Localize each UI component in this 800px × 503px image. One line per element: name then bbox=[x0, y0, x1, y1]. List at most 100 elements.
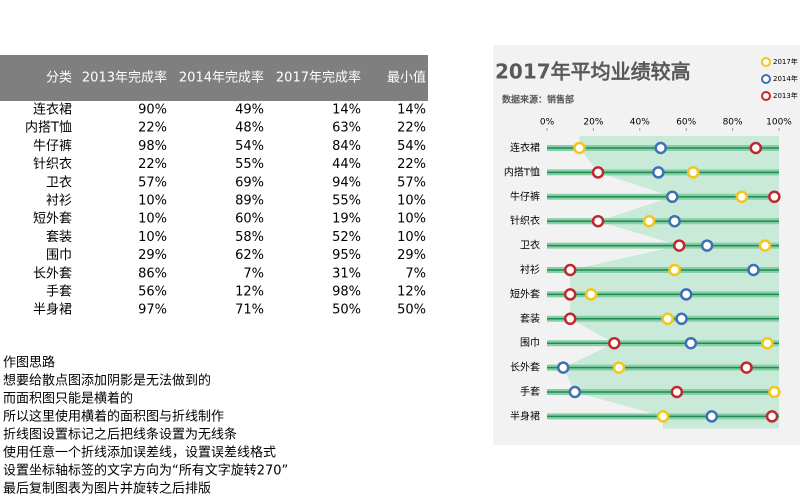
table-cell: 7% bbox=[243, 266, 264, 281]
table-cell: 22% bbox=[138, 157, 167, 172]
legend-label: 2014年 bbox=[773, 74, 798, 83]
y-tick-label: 短外套 bbox=[510, 287, 540, 300]
table-cell: 连衣裙 bbox=[33, 102, 72, 118]
table-cell: 长外套 bbox=[33, 265, 72, 281]
table-cell: 10% bbox=[138, 212, 167, 227]
note-line: 最后复制图表为图片并旋转之后排版 bbox=[3, 482, 211, 497]
x-tick-label: 0% bbox=[540, 118, 555, 128]
table-cell: 12% bbox=[235, 285, 264, 300]
table-cell: 90% bbox=[138, 103, 167, 118]
y-tick-label: 半身裙 bbox=[510, 409, 540, 422]
table-cell: 62% bbox=[235, 248, 264, 263]
table-cell: 半身裙 bbox=[33, 302, 72, 318]
table-cell: 60% bbox=[235, 212, 264, 227]
y-tick-label: 内搭T恤 bbox=[504, 165, 540, 178]
y-tick-label: 牛仔裤 bbox=[510, 190, 540, 203]
dot bbox=[563, 312, 577, 326]
y-tick-label: 连衣裙 bbox=[510, 141, 540, 154]
dot bbox=[563, 263, 577, 277]
table-header-cell: 最小值 bbox=[387, 70, 426, 86]
table-cell: 14% bbox=[397, 103, 426, 118]
table-header-cell: 分类 bbox=[46, 71, 72, 86]
table-cell: 22% bbox=[397, 157, 426, 172]
dot bbox=[668, 214, 681, 228]
table-cell: 54% bbox=[397, 139, 426, 154]
table-cell: 12% bbox=[397, 285, 426, 300]
table-cell: 牛仔裤 bbox=[33, 139, 72, 154]
dot bbox=[700, 239, 714, 252]
legend-marker bbox=[761, 74, 771, 84]
table-cell: 29% bbox=[397, 248, 426, 263]
table-cell: 56% bbox=[138, 285, 167, 300]
note-line: 使用任意一个折线添加误差线，设置误差线格式 bbox=[3, 445, 276, 461]
dot bbox=[654, 141, 667, 155]
note-line: 想要给散点图添加阴影是无法做到的 bbox=[3, 373, 211, 389]
dot bbox=[705, 410, 718, 423]
y-tick-label: 手套 bbox=[520, 385, 540, 398]
table-cell: 71% bbox=[235, 303, 264, 318]
table-cell: 卫衣 bbox=[46, 174, 72, 190]
table-cell: 57% bbox=[138, 175, 167, 190]
table-cell: 50% bbox=[332, 303, 361, 318]
legend-label: 2013年 bbox=[773, 91, 798, 100]
table-cell: 内搭T恤 bbox=[25, 120, 72, 136]
x-tick-label: 100% bbox=[766, 118, 792, 128]
table-cell: 86% bbox=[138, 266, 167, 281]
dot bbox=[740, 361, 753, 374]
table-cell: 84% bbox=[332, 139, 361, 154]
table-cell: 55% bbox=[332, 194, 361, 209]
dot bbox=[684, 336, 698, 350]
table-cell: 10% bbox=[138, 230, 167, 245]
table-cell: 50% bbox=[397, 303, 426, 318]
table-cell: 54% bbox=[235, 139, 264, 154]
legend-label: 2017年 bbox=[773, 57, 798, 66]
y-tick-label: 衬衫 bbox=[520, 263, 540, 276]
dot bbox=[768, 190, 781, 204]
table-cell: 98% bbox=[138, 139, 167, 154]
dot bbox=[652, 166, 665, 179]
legend-marker bbox=[761, 57, 771, 67]
chart-title: 2017年平均业绩较高 bbox=[495, 60, 691, 84]
table-cell: 94% bbox=[332, 175, 361, 190]
dot bbox=[765, 410, 779, 423]
table-cell: 22% bbox=[138, 121, 167, 136]
table-cell: 短外套 bbox=[33, 211, 72, 227]
table-cell: 48% bbox=[235, 121, 264, 136]
dot bbox=[670, 385, 684, 399]
dot bbox=[556, 361, 570, 374]
table-cell: 44% bbox=[332, 157, 361, 172]
dot bbox=[591, 214, 605, 228]
dot bbox=[735, 190, 749, 204]
table-cell: 55% bbox=[235, 157, 264, 172]
legend-marker bbox=[761, 91, 771, 101]
table-cell: 14% bbox=[332, 103, 361, 118]
table-cell: 57% bbox=[397, 175, 426, 190]
dot bbox=[675, 312, 688, 326]
dot bbox=[686, 166, 700, 179]
note-line: 折线图设置标记之后把线条设置为无线条 bbox=[3, 427, 237, 443]
chart-subtitle: 数据来源：销售部 bbox=[502, 94, 574, 106]
table-cell: 衬衫 bbox=[46, 194, 72, 209]
y-tick-label: 长外套 bbox=[510, 361, 540, 374]
table-cell: 98% bbox=[332, 285, 361, 300]
dot bbox=[612, 361, 626, 374]
dot bbox=[661, 312, 674, 326]
table-cell: 10% bbox=[397, 194, 426, 209]
dot bbox=[642, 214, 656, 228]
min-area bbox=[563, 136, 779, 429]
y-tick-label: 卫衣 bbox=[520, 239, 540, 252]
note-line: 作图思路 bbox=[3, 355, 55, 371]
dot bbox=[591, 166, 605, 179]
table-header-cell: 2017年完成率 bbox=[276, 70, 361, 86]
dot bbox=[668, 263, 681, 277]
table-cell: 套装 bbox=[46, 229, 72, 245]
y-tick-label: 套装 bbox=[520, 312, 540, 325]
table-cell: 针织衣 bbox=[33, 156, 72, 172]
dot bbox=[656, 410, 670, 423]
note-line: 所以这里使用横着的面积图与折线制作 bbox=[3, 409, 224, 425]
note-line: 设置坐标轴标签的文字方向为“所有文字旋转270” bbox=[3, 463, 288, 479]
table-cell: 63% bbox=[332, 121, 361, 136]
table-cell: 19% bbox=[332, 212, 361, 227]
dot bbox=[749, 141, 763, 155]
